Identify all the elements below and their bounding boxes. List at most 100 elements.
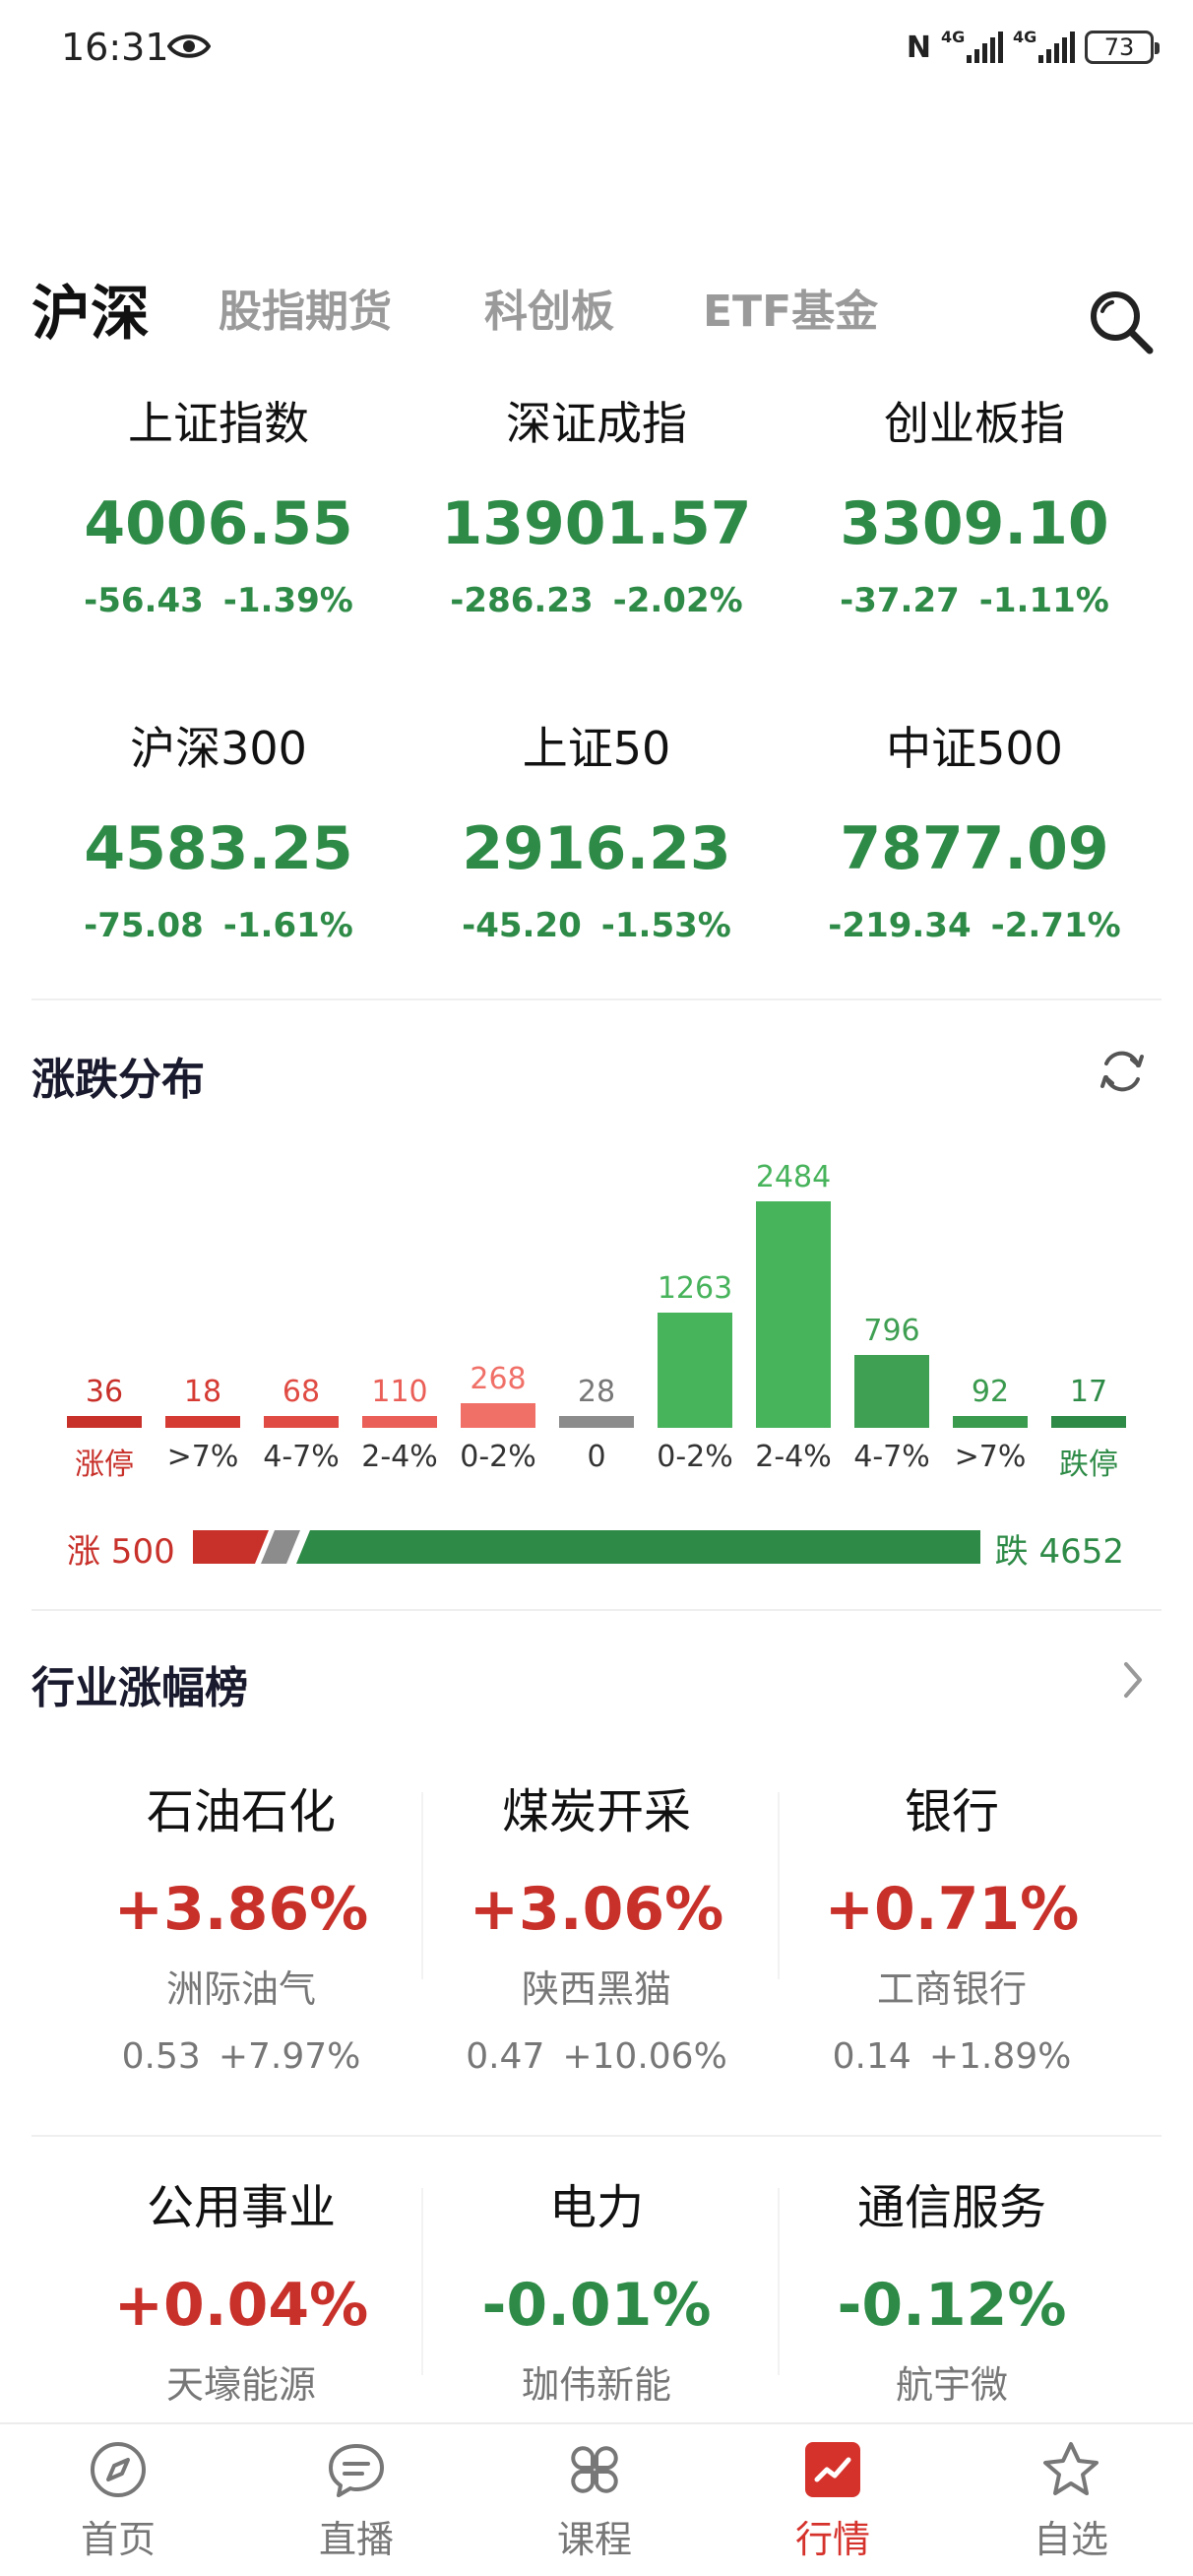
- index-change: -219.34 -2.71%: [828, 906, 1121, 945]
- distribution-category-label: 4-7%: [263, 1440, 340, 1474]
- distribution-bar: [756, 1201, 831, 1428]
- compass-icon: [91, 2442, 146, 2497]
- sector-card[interactable]: 石油石化 +3.86% 洲际油气 0.53 +7.97%: [63, 1780, 419, 2082]
- distribution-bar-value: 1263: [657, 1271, 733, 1306]
- distribution-chart: 36 18 68 110 268 28 1263 2484 796 92 17: [0, 1142, 1193, 1497]
- sector-change: -0.12%: [837, 2271, 1067, 2340]
- up-down-ratio: 涨 500 跌 4652: [0, 1516, 1193, 1576]
- index-price: 4006.55: [84, 489, 353, 558]
- distribution-bar-column: 18: [165, 1142, 240, 1428]
- nav-watchlist[interactable]: 自选: [992, 2438, 1150, 2563]
- distribution-bar-column: 92: [953, 1142, 1028, 1428]
- index-name: 沪深300: [130, 722, 307, 775]
- index-change: -56.43 -1.39%: [84, 581, 353, 620]
- sector-name: 电力: [548, 2180, 644, 2235]
- index-card[interactable]: 中证500 7877.09 -219.34 -2.71%: [785, 719, 1163, 947]
- sector-leader: 航宇微: [895, 2363, 1008, 2407]
- sector-card[interactable]: 电力 -0.01% 珈伟新能: [418, 2176, 775, 2411]
- distribution-category-label: 涨停: [75, 1448, 134, 1482]
- index-name: 创业板指: [884, 397, 1065, 450]
- index-card[interactable]: 上证指数 4006.55 -56.43 -1.39%: [30, 394, 408, 622]
- index-card[interactable]: 深证成指 13901.57 -286.23 -2.02%: [408, 394, 785, 622]
- search-icon[interactable]: [1085, 286, 1158, 358]
- distribution-bar-value: 28: [577, 1375, 616, 1409]
- status-time: 16:31: [61, 26, 169, 69]
- nav-market[interactable]: 行情: [754, 2438, 911, 2563]
- sector-change: +0.04%: [113, 2271, 369, 2340]
- index-card[interactable]: 创业板指 3309.10 -37.27 -1.11%: [785, 394, 1163, 622]
- index-change: -45.20 -1.53%: [462, 906, 731, 945]
- distribution-bar-column: 268: [461, 1142, 535, 1428]
- sector-leader: 珈伟新能: [521, 2363, 671, 2407]
- sector-leader: 陕西黑猫: [521, 1967, 671, 2011]
- distribution-bar: [559, 1416, 634, 1428]
- refresh-icon[interactable]: [1097, 1046, 1148, 1097]
- sector-change: +0.71%: [824, 1875, 1080, 1944]
- sector-card[interactable]: 煤炭开采 +3.06% 陕西黑猫 0.47 +10.06%: [418, 1780, 775, 2082]
- divider: [31, 998, 1162, 1000]
- battery-icon: 73: [1085, 31, 1160, 64]
- up-count-label: 涨 500: [67, 1532, 175, 1572]
- ratio-flat-segment: [261, 1530, 300, 1564]
- column-separator: [778, 1792, 780, 1979]
- index-change: -286.23 -2.02%: [450, 581, 743, 620]
- sector-card[interactable]: 公用事业 +0.04% 天壕能源: [63, 2176, 419, 2411]
- market-tabs: 沪深 股指期货 科创板 ETF基金: [0, 266, 1193, 374]
- column-separator: [778, 2188, 780, 2375]
- distribution-bar-value: 18: [183, 1375, 222, 1409]
- index-card[interactable]: 上证50 2916.23 -45.20 -1.53%: [408, 719, 785, 947]
- sector-change: +3.86%: [113, 1875, 369, 1944]
- ratio-up-segment: [193, 1530, 269, 1564]
- distribution-bar-column: 68: [264, 1142, 339, 1428]
- distribution-bar-column: 2484: [756, 1142, 831, 1428]
- distribution-bar: [67, 1416, 142, 1428]
- nav-live[interactable]: 直播: [278, 2438, 435, 2563]
- distribution-bar: [461, 1403, 535, 1428]
- distribution-category-label: 0-2%: [460, 1440, 536, 1474]
- index-price: 13901.57: [441, 489, 752, 558]
- distribution-bar-value: 92: [971, 1375, 1010, 1409]
- distribution-bar-value: 268: [470, 1362, 527, 1396]
- signal-icon: 4G: [1013, 28, 1075, 63]
- distribution-bar-value: 796: [863, 1314, 920, 1348]
- divider: [31, 1609, 1162, 1611]
- distribution-bar-column: 1263: [658, 1142, 732, 1428]
- distribution-bar: [854, 1355, 929, 1428]
- tab-star-market[interactable]: 科创板: [484, 287, 614, 337]
- sector-card[interactable]: 通信服务 -0.12% 航宇微: [774, 2176, 1130, 2411]
- distribution-bar-value: 17: [1069, 1375, 1108, 1409]
- bottom-nav: 首页 直播 课程 行情 自选: [0, 2422, 1193, 2576]
- distribution-bar: [953, 1416, 1028, 1428]
- star-icon: [1043, 2442, 1099, 2495]
- status-bar: 16:31 N 4G 4G 73: [0, 0, 1193, 98]
- nav-courses[interactable]: 课程: [516, 2438, 673, 2563]
- sector-change: -0.01%: [481, 2271, 712, 2340]
- tab-etf[interactable]: ETF基金: [703, 287, 879, 337]
- distribution-categories: 涨停 >7% 4-7% 2-4% 0-2% 0 0-2% 2-4% 4-7% >7% 跌停: [0, 1440, 1193, 1483]
- nav-label: 首页: [80, 2518, 156, 2561]
- index-name: 上证50: [522, 722, 671, 775]
- distribution-category-label: 0: [587, 1440, 606, 1474]
- sector-name: 石油石化: [146, 1784, 336, 1839]
- tab-index-futures[interactable]: 股指期货: [219, 287, 392, 337]
- distribution-category-label: >7%: [166, 1440, 239, 1474]
- nav-label: 直播: [318, 2518, 394, 2561]
- distribution-bar-column: 17: [1051, 1142, 1126, 1428]
- index-price: 2916.23: [462, 814, 731, 883]
- distribution-category-label: 4-7%: [853, 1440, 930, 1474]
- distribution-bar-value: 110: [371, 1375, 428, 1409]
- chat-bubble-icon: [329, 2444, 384, 2497]
- signal-icon: 4G: [941, 28, 1003, 63]
- sector-change: +3.06%: [469, 1875, 724, 1944]
- tab-hushen[interactable]: 沪深: [31, 280, 150, 349]
- column-separator: [421, 1792, 423, 1979]
- sector-card[interactable]: 银行 +0.71% 工商银行 0.14 +1.89%: [774, 1780, 1130, 2082]
- market-chart-icon: [805, 2442, 860, 2497]
- index-card[interactable]: 沪深300 4583.25 -75.08 -1.61%: [30, 719, 408, 947]
- eye-icon: [167, 34, 211, 58]
- distribution-bar-value: 68: [282, 1375, 321, 1409]
- status-indicators: N 4G 4G 73: [907, 28, 1160, 67]
- chevron-right-icon[interactable]: [1118, 1658, 1148, 1702]
- ratio-down-segment: [296, 1530, 980, 1564]
- nav-home[interactable]: 首页: [39, 2438, 197, 2563]
